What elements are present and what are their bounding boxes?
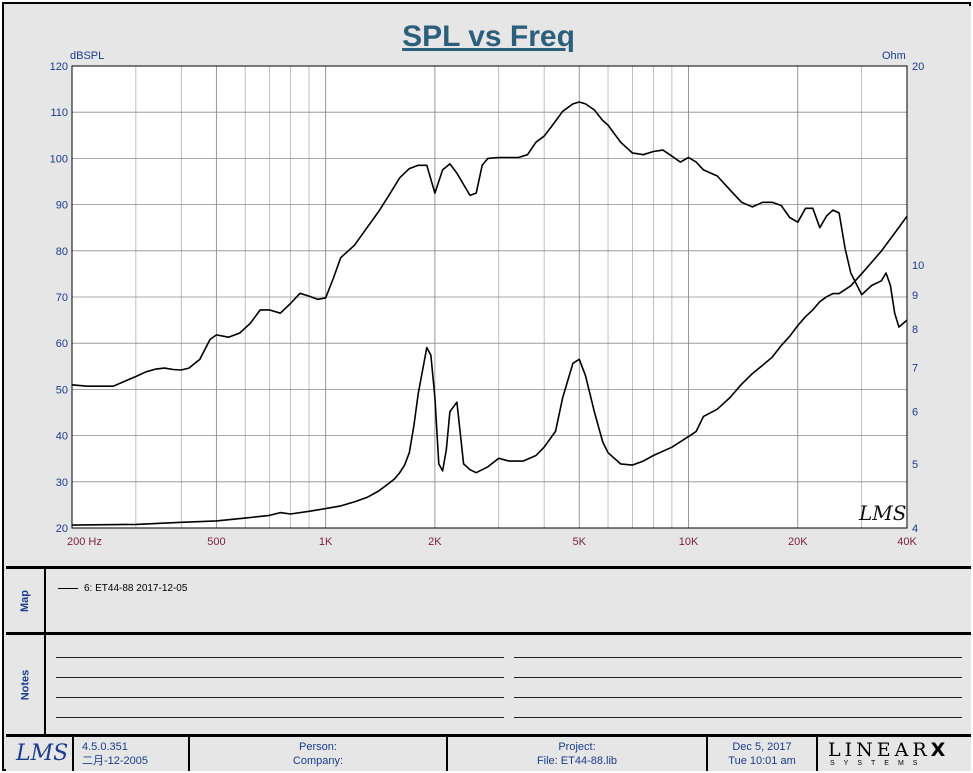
x-tick-label: 10K	[679, 536, 699, 548]
left-tick-label: 110	[50, 107, 68, 119]
right-tick-label: 10	[912, 260, 924, 272]
file-label: File: ET44-88.lib	[536, 755, 618, 767]
notes-label: Notes	[19, 669, 31, 700]
x-tick-label: 500	[207, 536, 225, 548]
left-tick-label: 90	[56, 200, 68, 212]
x-tick-label: 40K	[897, 536, 917, 548]
version-date: 二月-12-2005	[82, 755, 149, 767]
note-line	[56, 677, 504, 678]
lms-watermark: LMS	[858, 501, 906, 525]
right-tick-label: 4	[912, 523, 918, 535]
left-tick-label: 100	[50, 153, 68, 165]
footer-logo-cell: LMS	[6, 737, 74, 771]
map-section: Map 6: ET44-88 2017-12-05	[6, 566, 971, 632]
legend-entry: 6: ET44-88 2017-12-05	[58, 583, 187, 594]
right-tick-label: 5	[912, 459, 918, 471]
footer-brand-cell: LINEARX SYSTEMS	[818, 737, 971, 771]
note-line	[514, 657, 962, 658]
x-tick-label: 1K	[319, 536, 333, 548]
x-tick-label: 200 Hz	[67, 536, 102, 548]
left-tick-label: 30	[56, 477, 68, 489]
plot-panel: SPL vs Freq dBSPL Ohm 20 30 40 50 60 70 80 90 10…	[6, 6, 971, 566]
brand-name: LINEAR	[828, 739, 931, 761]
x-tick-label: 2K	[428, 536, 442, 548]
footer-bar: LMS 4.5.0.351 二月-12-2005 Person: Company…	[6, 734, 971, 771]
map-label: Map	[19, 589, 31, 612]
right-tick-label: 6	[912, 407, 918, 419]
lms-logo: LMS	[16, 741, 69, 766]
note-line	[56, 657, 504, 658]
note-line	[56, 697, 504, 698]
left-tick-label: 40	[56, 431, 68, 443]
left-tick-label: 80	[56, 246, 68, 258]
footer-version-cell: 4.5.0.351 二月-12-2005	[74, 737, 190, 771]
impedance-curve	[71, 215, 908, 526]
note-line	[56, 717, 504, 718]
footer-person-cell: Person: Company:	[190, 737, 448, 771]
right-tick-label: 7	[912, 362, 918, 374]
chart-title: SPL vs Freq	[402, 20, 575, 53]
project-label: Project:	[558, 741, 596, 753]
footer-time: Tue 10:01 am	[728, 755, 796, 767]
left-tick-label: 60	[56, 338, 68, 350]
left-axis-unit: dBSPL	[70, 50, 105, 62]
notes-label-cell: Notes	[6, 635, 46, 734]
brand-x: X	[930, 739, 950, 761]
legend-label: 6: ET44-88 2017-12-05	[84, 583, 188, 594]
right-tick-label: 9	[912, 290, 918, 302]
x-tick-label: 20K	[788, 536, 808, 548]
note-line	[514, 677, 962, 678]
left-tick-label: 20	[56, 523, 68, 535]
brand-sub: SYSTEMS	[830, 760, 927, 767]
footer-date-cell: Dec 5, 2017 Tue 10:01 am	[708, 737, 818, 771]
footer-project-cell: Project: File: ET44-88.lib	[448, 737, 708, 771]
x-tick-label: 5K	[573, 536, 587, 548]
spl-curve	[71, 101, 908, 388]
left-tick-label: 70	[56, 292, 68, 304]
right-tick-label: 20	[912, 61, 924, 73]
right-axis-unit: Ohm	[882, 50, 906, 62]
left-tick-label: 120	[50, 61, 68, 73]
plot-border	[71, 65, 908, 529]
person-label: Person:	[299, 741, 337, 753]
map-label-cell: Map	[6, 569, 46, 632]
notes-section: Notes	[6, 632, 971, 734]
note-line	[514, 697, 962, 698]
note-line	[514, 717, 962, 718]
company-label: Company:	[292, 755, 344, 767]
version-number: 4.5.0.351	[82, 741, 128, 753]
footer-date: Dec 5, 2017	[732, 741, 792, 753]
brand-logo: LINEARX	[828, 739, 949, 761]
left-tick-label: 50	[56, 384, 68, 396]
right-tick-label: 8	[912, 324, 918, 336]
legend-swatch	[58, 588, 78, 589]
